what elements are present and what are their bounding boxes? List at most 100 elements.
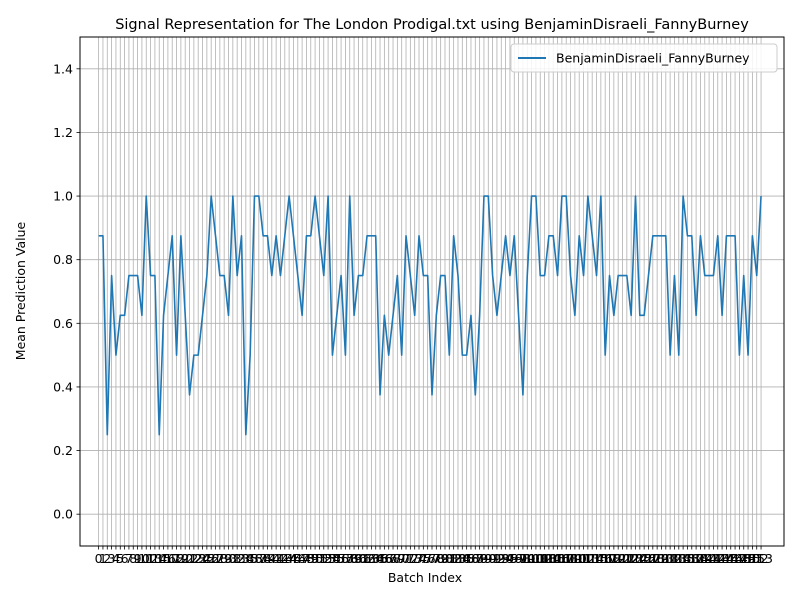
x-tick-label: 82 xyxy=(446,551,462,566)
x-tick-label: 60 xyxy=(350,551,366,566)
x-tick-label: 121 xyxy=(611,551,635,566)
x-tick-label: 113 xyxy=(576,551,600,566)
x-tick-label: 81 xyxy=(441,551,457,566)
x-tick-label: 127 xyxy=(637,551,661,566)
x-tick-label: 38 xyxy=(255,551,271,566)
x-tick-label: 17 xyxy=(164,551,180,566)
y-tick-label: 0.4 xyxy=(53,379,73,394)
x-tick-label: 55 xyxy=(329,551,345,566)
x-tick-label: 119 xyxy=(602,551,626,566)
x-tick-label: 71 xyxy=(398,551,414,566)
x-tick-label: 134 xyxy=(667,551,691,566)
x-tick-label: 93 xyxy=(493,551,509,566)
y-tick-label: 1.4 xyxy=(53,61,73,76)
x-tick-label: 57 xyxy=(337,551,353,566)
x-tick-label: 5 xyxy=(116,551,124,566)
x-tick-label: 83 xyxy=(450,551,466,566)
x-tick-label: 76 xyxy=(420,551,436,566)
x-tick-label: 49 xyxy=(303,551,319,566)
x-tick-label: 77 xyxy=(424,551,440,566)
x-tick-label: 145 xyxy=(714,551,738,566)
x-tick-label: 94 xyxy=(498,551,514,566)
x-tick-label: 59 xyxy=(346,551,362,566)
x-tick-label: 70 xyxy=(394,551,410,566)
x-tick-label: 69 xyxy=(389,551,405,566)
x-tick-label: 41 xyxy=(268,551,284,566)
x-tick-label: 47 xyxy=(294,551,310,566)
x-tick-label: 97 xyxy=(511,551,527,566)
x-tick-label: 46 xyxy=(290,551,306,566)
x-tick-label: 64 xyxy=(368,551,384,566)
x-tick-label: 140 xyxy=(693,551,717,566)
x-tick-label: 3 xyxy=(108,551,116,566)
x-tick-label: 20 xyxy=(177,551,193,566)
x-tick-label: 33 xyxy=(234,551,250,566)
x-tick-label: 115 xyxy=(585,551,609,566)
x-tick-label: 151 xyxy=(740,551,764,566)
x-tick-label: 44 xyxy=(281,551,297,566)
x-tick-label: 125 xyxy=(628,551,652,566)
x-tick-label: 96 xyxy=(506,551,522,566)
x-tick-label: 153 xyxy=(749,551,773,566)
x-tick-label: 118 xyxy=(598,551,622,566)
x-tick-label: 150 xyxy=(736,551,760,566)
x-tick-label: 28 xyxy=(212,551,228,566)
x-tick-label: 90 xyxy=(480,551,496,566)
x-tick-label: 129 xyxy=(645,551,669,566)
x-tick-label: 135 xyxy=(671,551,695,566)
x-tick-label: 132 xyxy=(658,551,682,566)
x-tick-label: 22 xyxy=(186,551,202,566)
x-axis-label: Batch Index xyxy=(388,570,462,585)
x-tick-label: 21 xyxy=(182,551,198,566)
x-tick-label: 148 xyxy=(727,551,751,566)
x-tick-label: 141 xyxy=(697,551,721,566)
x-tick-label: 138 xyxy=(684,551,708,566)
x-tick-label: 66 xyxy=(376,551,392,566)
x-tick-label: 2 xyxy=(103,551,111,566)
x-tick-label: 37 xyxy=(251,551,267,566)
x-tick-label: 29 xyxy=(216,551,232,566)
x-tick-label: 10 xyxy=(134,551,150,566)
x-tick-label: 24 xyxy=(195,551,211,566)
x-tick-label: 104 xyxy=(537,551,561,566)
y-gridlines xyxy=(80,68,784,515)
x-tick-label: 65 xyxy=(372,551,388,566)
x-tick-label: 130 xyxy=(650,551,674,566)
x-tick-label: 50 xyxy=(307,551,323,566)
series-layer xyxy=(98,195,762,436)
x-tick-label: 131 xyxy=(654,551,678,566)
y-tick-label: 0.8 xyxy=(53,252,73,267)
x-tick-label: 126 xyxy=(632,551,656,566)
x-gridlines xyxy=(98,37,762,546)
x-tick-label: 114 xyxy=(580,551,604,566)
x-tick-label: 144 xyxy=(710,551,734,566)
x-tick-label: 142 xyxy=(701,551,725,566)
x-tick-label: 85 xyxy=(459,551,475,566)
x-tick-label: 26 xyxy=(203,551,219,566)
x-tick-label: 68 xyxy=(385,551,401,566)
x-tick-label: 18 xyxy=(169,551,185,566)
x-tick-label: 106 xyxy=(546,551,570,566)
x-tick-label: 88 xyxy=(472,551,488,566)
y-tick-label: 1.2 xyxy=(53,125,73,140)
x-tick-label: 152 xyxy=(745,551,769,566)
x-tick-label: 48 xyxy=(298,551,314,566)
x-tick-label: 91 xyxy=(485,551,501,566)
chart-title: Signal Representation for The London Pro… xyxy=(115,17,749,33)
x-tick-label: 23 xyxy=(190,551,206,566)
x-tick-label: 109 xyxy=(559,551,583,566)
x-tick-label: 79 xyxy=(433,551,449,566)
x-tick-label: 12 xyxy=(143,551,159,566)
x-tick-label: 54 xyxy=(324,551,340,566)
x-tick-label: 25 xyxy=(199,551,215,566)
x-tick-label: 40 xyxy=(264,551,280,566)
x-tick-label: 110 xyxy=(563,551,587,566)
x-tick-label: 73 xyxy=(407,551,423,566)
x-tick-label: 116 xyxy=(589,551,613,566)
x-tick-label: 16 xyxy=(160,551,176,566)
x-tick-label: 58 xyxy=(342,551,358,566)
x-tick-label: 123 xyxy=(619,551,643,566)
x-tick-label: 15 xyxy=(156,551,172,566)
y-tick-label: 0.2 xyxy=(53,443,73,458)
